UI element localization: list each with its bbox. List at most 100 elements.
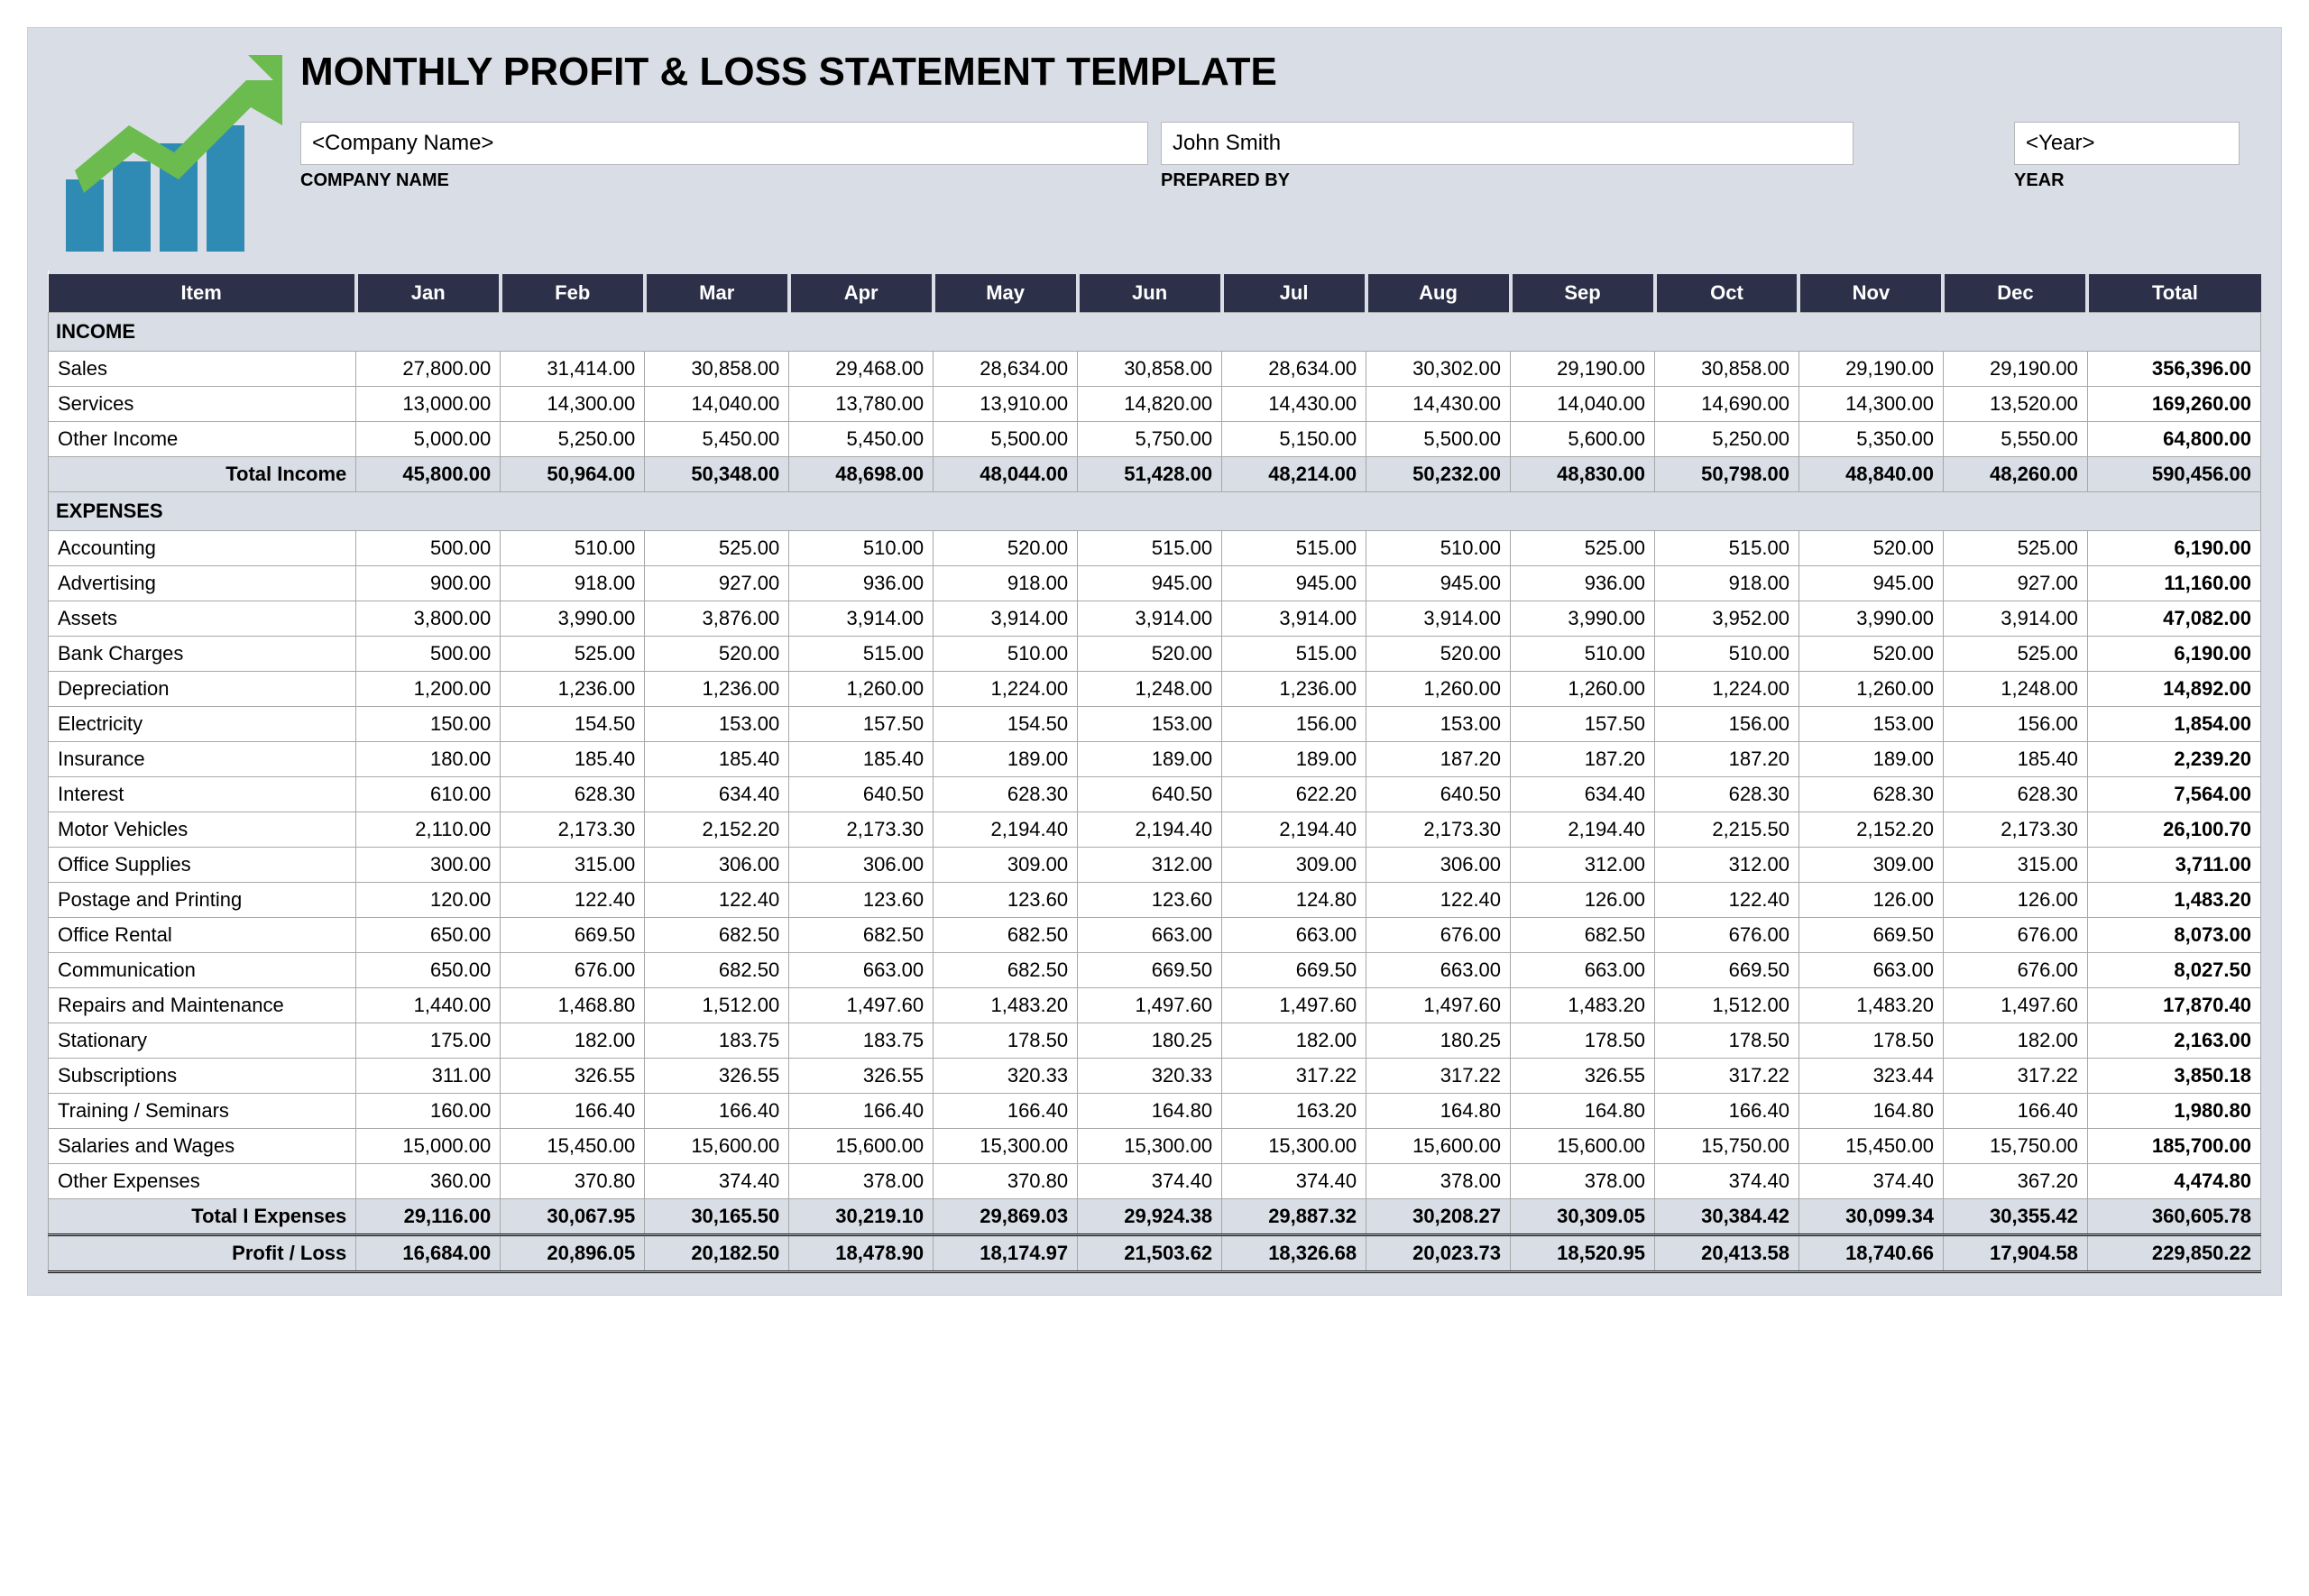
cell[interactable]: 515.00	[1078, 531, 1222, 566]
cell[interactable]: 50,348.00	[645, 457, 789, 492]
cell[interactable]: 315.00	[501, 848, 645, 883]
cell[interactable]: 48,830.00	[1511, 457, 1655, 492]
cell[interactable]: 28,634.00	[934, 352, 1078, 387]
cell[interactable]: 1,248.00	[1078, 672, 1222, 707]
cell[interactable]: 315.00	[1943, 848, 2087, 883]
cell[interactable]: 309.00	[1798, 848, 1943, 883]
cell[interactable]: 15,600.00	[645, 1129, 789, 1164]
cell[interactable]: 945.00	[1366, 566, 1511, 601]
cell[interactable]: 520.00	[934, 531, 1078, 566]
cell[interactable]: 520.00	[1798, 637, 1943, 672]
cell[interactable]: 650.00	[356, 918, 501, 953]
cell[interactable]: 15,000.00	[356, 1129, 501, 1164]
cell[interactable]: 1,260.00	[1798, 672, 1943, 707]
cell[interactable]: 30,099.34	[1798, 1199, 1943, 1235]
cell[interactable]: 3,990.00	[1798, 601, 1943, 637]
cell[interactable]: 166.40	[645, 1094, 789, 1129]
cell[interactable]: 18,520.95	[1511, 1235, 1655, 1272]
cell[interactable]: 15,300.00	[1078, 1129, 1222, 1164]
cell[interactable]: 676.00	[1366, 918, 1511, 953]
cell[interactable]: 663.00	[1222, 918, 1366, 953]
cell[interactable]: 187.20	[1511, 742, 1655, 777]
cell[interactable]: 1,260.00	[1366, 672, 1511, 707]
cell[interactable]: 320.33	[934, 1059, 1078, 1094]
cell[interactable]: 309.00	[1222, 848, 1366, 883]
cell[interactable]: 5,550.00	[1943, 422, 2087, 457]
cell[interactable]: 5,600.00	[1511, 422, 1655, 457]
cell[interactable]: 182.00	[1943, 1023, 2087, 1059]
cell[interactable]: 370.80	[934, 1164, 1078, 1199]
cell[interactable]: 189.00	[1078, 742, 1222, 777]
cell[interactable]: 622.20	[1222, 777, 1366, 812]
cell[interactable]: 378.00	[1366, 1164, 1511, 1199]
cell[interactable]: 164.80	[1366, 1094, 1511, 1129]
cell[interactable]: 180.25	[1366, 1023, 1511, 1059]
cell[interactable]: 945.00	[1798, 566, 1943, 601]
cell[interactable]: 18,478.90	[789, 1235, 934, 1272]
cell[interactable]: 525.00	[645, 531, 789, 566]
cell[interactable]: 525.00	[501, 637, 645, 672]
cell[interactable]: 525.00	[1943, 637, 2087, 672]
cell[interactable]: 640.50	[1078, 777, 1222, 812]
cell[interactable]: 189.00	[1222, 742, 1366, 777]
cell[interactable]: 14,690.00	[1655, 387, 1799, 422]
cell[interactable]: 14,430.00	[1222, 387, 1366, 422]
cell[interactable]: 312.00	[1511, 848, 1655, 883]
cell[interactable]: 634.40	[1511, 777, 1655, 812]
cell[interactable]: 520.00	[1078, 637, 1222, 672]
cell[interactable]: 166.40	[789, 1094, 934, 1129]
cell[interactable]: 29,116.00	[356, 1199, 501, 1235]
cell[interactable]: 312.00	[1655, 848, 1799, 883]
year-input[interactable]: <Year>	[2014, 122, 2240, 165]
cell[interactable]: 45,800.00	[356, 457, 501, 492]
cell[interactable]: 153.00	[1366, 707, 1511, 742]
cell[interactable]: 918.00	[1655, 566, 1799, 601]
cell[interactable]: 1,497.60	[1222, 988, 1366, 1023]
cell[interactable]: 628.30	[934, 777, 1078, 812]
cell[interactable]: 20,413.58	[1655, 1235, 1799, 1272]
cell[interactable]: 185.40	[501, 742, 645, 777]
cell[interactable]: 628.30	[1943, 777, 2087, 812]
cell[interactable]: 3,914.00	[1222, 601, 1366, 637]
cell[interactable]: 18,740.66	[1798, 1235, 1943, 1272]
cell[interactable]: 30,302.00	[1366, 352, 1511, 387]
cell[interactable]: 326.55	[789, 1059, 934, 1094]
cell[interactable]: 2,194.40	[934, 812, 1078, 848]
cell[interactable]: 1,224.00	[934, 672, 1078, 707]
cell[interactable]: 323.44	[1798, 1059, 1943, 1094]
cell[interactable]: 122.40	[645, 883, 789, 918]
cell[interactable]: 14,300.00	[501, 387, 645, 422]
cell[interactable]: 326.55	[645, 1059, 789, 1094]
cell[interactable]: 515.00	[1222, 531, 1366, 566]
cell[interactable]: 20,182.50	[645, 1235, 789, 1272]
cell[interactable]: 1,248.00	[1943, 672, 2087, 707]
cell[interactable]: 936.00	[789, 566, 934, 601]
cell[interactable]: 5,500.00	[1366, 422, 1511, 457]
cell[interactable]: 1,440.00	[356, 988, 501, 1023]
cell[interactable]: 5,350.00	[1798, 422, 1943, 457]
cell[interactable]: 676.00	[1943, 953, 2087, 988]
cell[interactable]: 520.00	[645, 637, 789, 672]
cell[interactable]: 374.40	[1078, 1164, 1222, 1199]
cell[interactable]: 164.80	[1078, 1094, 1222, 1129]
cell[interactable]: 5,750.00	[1078, 422, 1222, 457]
cell[interactable]: 1,236.00	[1222, 672, 1366, 707]
cell[interactable]: 48,214.00	[1222, 457, 1366, 492]
cell[interactable]: 183.75	[789, 1023, 934, 1059]
cell[interactable]: 21,503.62	[1078, 1235, 1222, 1272]
cell[interactable]: 15,750.00	[1655, 1129, 1799, 1164]
cell[interactable]: 669.50	[501, 918, 645, 953]
cell[interactable]: 306.00	[645, 848, 789, 883]
cell[interactable]: 178.50	[1798, 1023, 1943, 1059]
cell[interactable]: 29,190.00	[1943, 352, 2087, 387]
cell[interactable]: 30,067.95	[501, 1199, 645, 1235]
cell[interactable]: 15,300.00	[934, 1129, 1078, 1164]
cell[interactable]: 124.80	[1222, 883, 1366, 918]
cell[interactable]: 3,914.00	[1943, 601, 2087, 637]
cell[interactable]: 123.60	[1078, 883, 1222, 918]
cell[interactable]: 30,858.00	[1078, 352, 1222, 387]
cell[interactable]: 515.00	[789, 637, 934, 672]
cell[interactable]: 300.00	[356, 848, 501, 883]
cell[interactable]: 166.40	[1655, 1094, 1799, 1129]
cell[interactable]: 682.50	[1511, 918, 1655, 953]
